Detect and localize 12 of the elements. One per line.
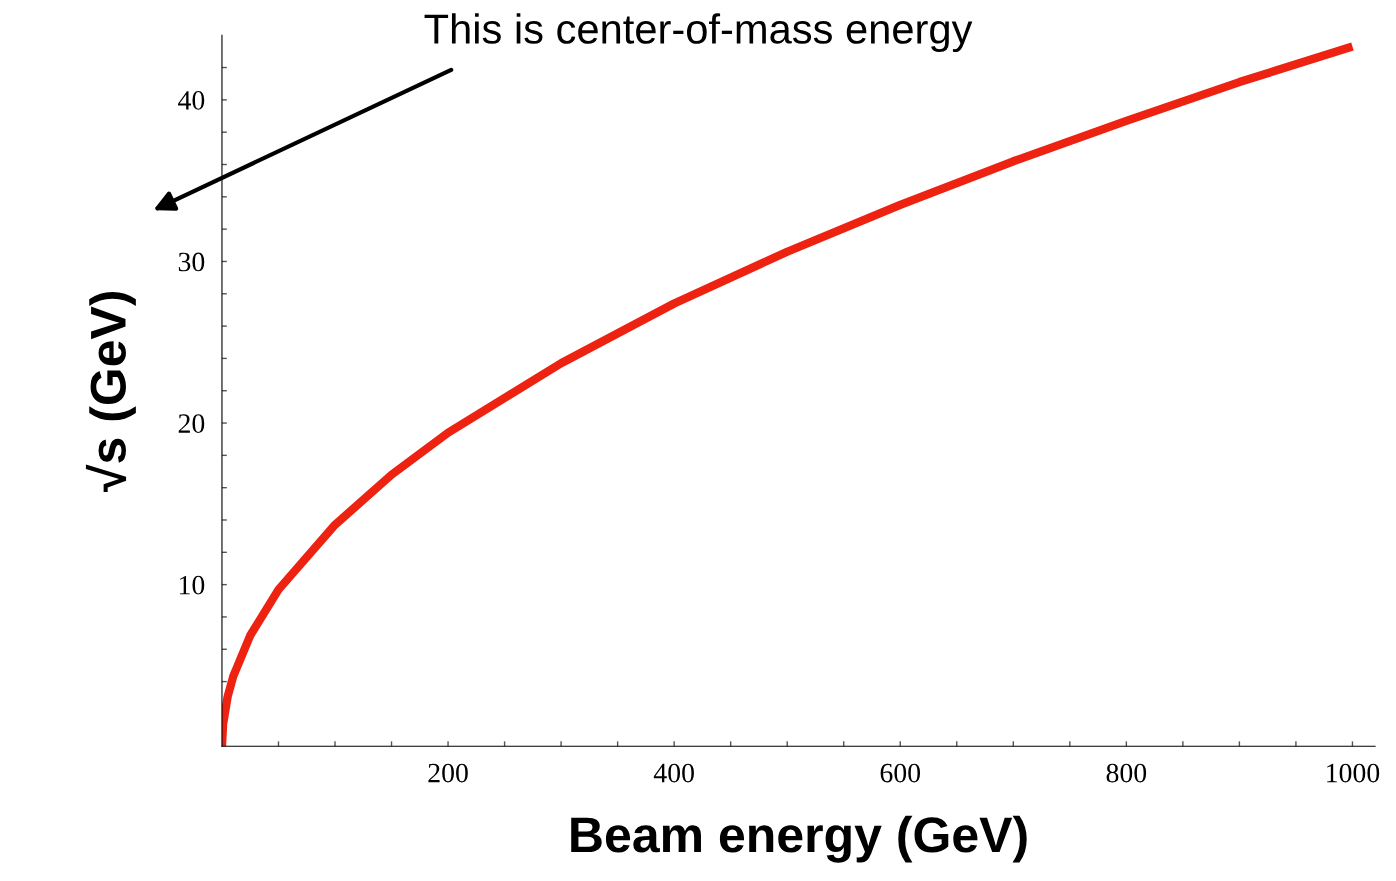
y-tick-label: 30 <box>178 252 205 272</box>
y-tick-label: 40 <box>178 91 205 110</box>
x-tick-label: 800 <box>1106 763 1147 783</box>
x-tick-label: 200 <box>428 763 468 783</box>
annotation: This is center-of-mass energy <box>424 13 973 53</box>
y-tick-label: 10 <box>179 575 205 595</box>
x-tick-label: 1000 <box>1327 763 1380 783</box>
x-axis-title: Beam energy (GeV) <box>571 815 1027 863</box>
y-tick-label: 20 <box>178 414 205 433</box>
x-tick-label: 400 <box>653 763 694 783</box>
y-axis-title: √s (GeV) <box>85 291 136 492</box>
x-tick-label: 600 <box>880 763 921 783</box>
